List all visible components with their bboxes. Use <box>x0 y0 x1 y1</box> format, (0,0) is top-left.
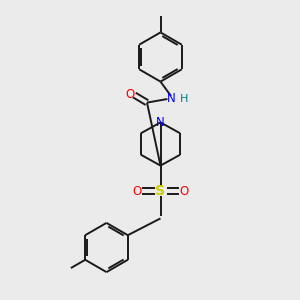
Text: O: O <box>133 184 142 198</box>
Text: N: N <box>167 92 176 106</box>
Text: O: O <box>179 184 188 198</box>
Text: O: O <box>125 88 134 101</box>
Text: H: H <box>180 94 189 104</box>
Text: S: S <box>155 184 166 198</box>
Text: N: N <box>156 116 165 129</box>
